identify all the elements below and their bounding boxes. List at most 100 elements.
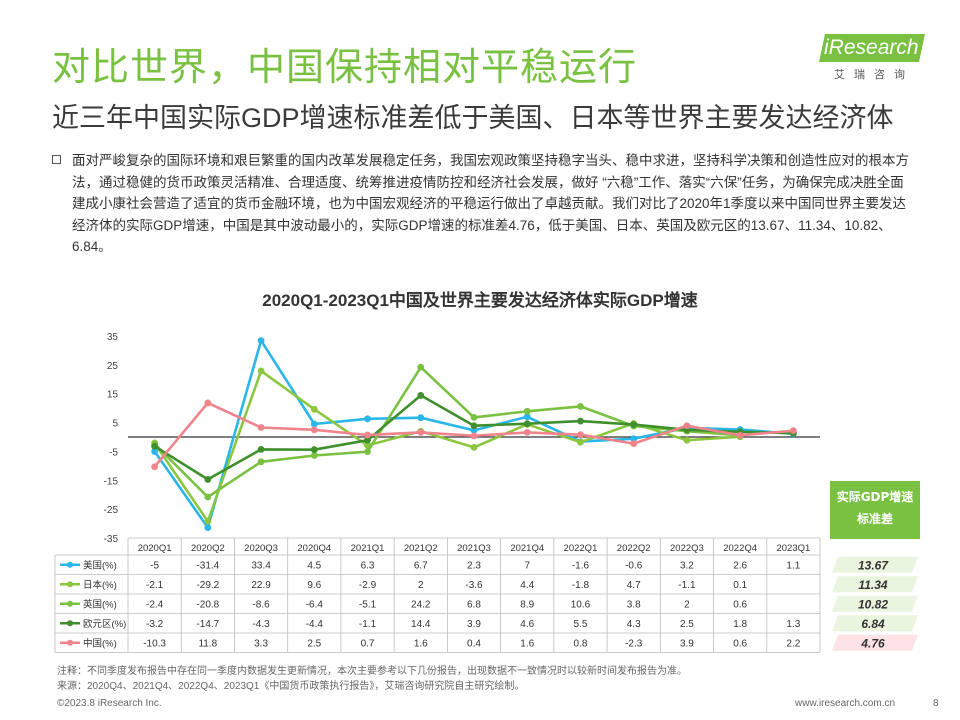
y-tick-label: 25 xyxy=(107,361,119,372)
iresearch-logo: iResearch 艾瑞咨询 xyxy=(819,30,932,81)
series-point-2 xyxy=(470,413,478,421)
series-point-4 xyxy=(630,440,638,448)
table-cell-value: 2 xyxy=(418,580,424,591)
series-point-3 xyxy=(577,417,584,425)
series-point-4 xyxy=(736,431,744,439)
table-cell-value: 4.4 xyxy=(520,580,534,591)
legend-key-marker xyxy=(67,639,73,646)
y-tick-label: -15 xyxy=(104,476,119,487)
table-cell-value: 3.8 xyxy=(627,599,641,610)
series-point-1 xyxy=(257,367,265,375)
series-point-1 xyxy=(683,436,691,444)
y-tick-label: 15 xyxy=(107,390,119,401)
table-cell-value: 2.6 xyxy=(733,560,747,571)
series-point-2 xyxy=(577,403,584,410)
std-value-badge xyxy=(832,556,918,573)
table-cell-value: 0.6 xyxy=(733,599,747,610)
table-cell-value: 14.4 xyxy=(411,619,431,630)
legend-series-label: 欧元区(%) xyxy=(83,618,126,630)
table-cell-value: 2.3 xyxy=(467,560,481,571)
series-point-2 xyxy=(364,448,371,456)
series-point-0 xyxy=(364,415,371,423)
table-cell-value: 1.6 xyxy=(520,638,534,649)
std-value: 6.84 xyxy=(861,617,885,631)
series-point-0 xyxy=(151,448,159,455)
table-cell-value: 2.5 xyxy=(680,619,694,630)
table-cell-value: -1.1 xyxy=(678,580,696,591)
table-cell-value: 2.2 xyxy=(786,638,800,649)
series-line-2 xyxy=(153,365,742,499)
x-category-label: 2021Q2 xyxy=(404,543,438,554)
table-cell-value: 4.3 xyxy=(627,619,641,630)
series-point-1 xyxy=(204,517,212,525)
series-point-2 xyxy=(417,363,425,371)
x-category-label: 2021Q4 xyxy=(510,543,544,554)
std-value: 10.82 xyxy=(858,597,888,611)
table-cell-value: -1.8 xyxy=(572,580,590,591)
table-cell-value: 1.6 xyxy=(414,638,428,649)
chart-title: 2020Q1-2023Q1中国及世界主要发达经济体实际GDP增速 xyxy=(262,291,698,310)
table-cell-value: 3.2 xyxy=(680,560,694,571)
table-cell-value: 2.5 xyxy=(307,638,321,649)
legend-key-marker xyxy=(67,581,73,588)
series-point-1 xyxy=(310,405,318,413)
y-tick-label: -5 xyxy=(109,447,118,458)
legend-key-marker xyxy=(67,620,73,627)
page-title: 对比世界，中国保持相对平稳运行 xyxy=(52,47,638,89)
series-point-1 xyxy=(470,443,478,451)
table-cell-value: -2.9 xyxy=(359,580,377,591)
x-category-label: 2020Q1 xyxy=(138,543,172,554)
std-value-badge xyxy=(832,615,918,632)
series-point-4 xyxy=(577,431,584,439)
std-header-label: 实际GDP增速 xyxy=(837,489,914,504)
table-cell-value: -4.3 xyxy=(252,619,270,630)
table-cell-value: 1.8 xyxy=(733,619,747,630)
series-point-0 xyxy=(310,420,318,428)
series-point-2 xyxy=(523,407,531,415)
table-cell-value: 6.8 xyxy=(467,599,481,610)
x-category-label: 2022Q3 xyxy=(670,543,704,554)
table-cell-value: 0.8 xyxy=(574,638,588,649)
std-header-box xyxy=(830,481,920,539)
y-tick-label: -35 xyxy=(104,534,119,545)
series-point-0 xyxy=(204,524,212,532)
x-category-label: 2022Q1 xyxy=(564,543,598,554)
legend-series-label: 英国(%) xyxy=(83,598,117,610)
series-point-4 xyxy=(204,399,212,407)
table-cell-value: -8.6 xyxy=(252,599,270,610)
table-cell-value: -2.3 xyxy=(625,638,643,649)
logo-subtext: 艾瑞咨询 xyxy=(834,69,914,81)
series-point-3 xyxy=(417,392,425,399)
table-cell-value: -1.1 xyxy=(359,619,377,630)
x-category-label: 2020Q3 xyxy=(244,543,278,554)
table-cell-value: -3.6 xyxy=(465,580,483,591)
table-cell-value: -2.1 xyxy=(146,580,164,591)
series-point-3 xyxy=(204,476,212,483)
std-value-badge xyxy=(832,634,918,651)
series-point-4 xyxy=(310,426,318,434)
website-link[interactable]: www.iresearch.com.cn xyxy=(795,698,896,709)
table-cell-value: -4.4 xyxy=(306,619,324,630)
table-cell-value: 0.1 xyxy=(733,580,747,591)
x-category-label: 2021Q1 xyxy=(351,543,385,554)
source-text: 来源：2020Q4、2021Q4、2022Q4、2023Q1《中国货币政策执行报… xyxy=(57,681,525,692)
series-point-4 xyxy=(364,431,371,439)
table-cell-value: -1.6 xyxy=(572,560,590,571)
series-point-4 xyxy=(151,463,159,471)
table-cell-value: -0.6 xyxy=(625,560,643,571)
y-tick-label: 35 xyxy=(107,332,119,343)
std-value-badge xyxy=(832,595,918,612)
table-cell-value: 22.9 xyxy=(251,580,271,591)
table-cell-value: 4.5 xyxy=(307,560,321,571)
table-cell-value: -10.3 xyxy=(143,638,166,649)
series-point-3 xyxy=(257,446,265,453)
table-cell-value: -3.2 xyxy=(146,619,164,630)
series-point-1 xyxy=(577,438,584,446)
page-number: 8 xyxy=(933,698,939,709)
table-cell-value: 5.5 xyxy=(574,619,588,630)
series-point-4 xyxy=(470,432,478,440)
std-value: 13.67 xyxy=(858,558,889,572)
table-cell-value: 6.7 xyxy=(414,560,428,571)
table-cell-value: 2 xyxy=(684,599,690,610)
